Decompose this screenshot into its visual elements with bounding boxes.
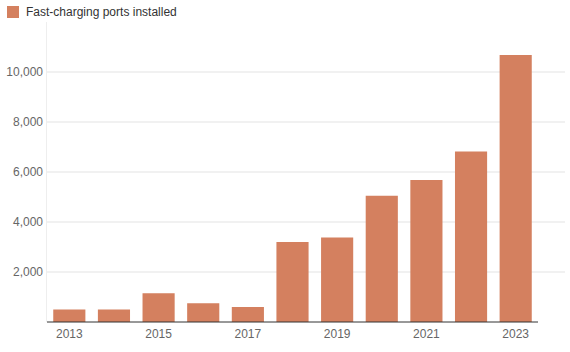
legend-label: Fast-charging ports installed	[26, 5, 177, 19]
bar	[410, 180, 442, 322]
y-tick-label: 10,000	[6, 65, 43, 79]
bar	[455, 152, 487, 323]
x-axis-line	[47, 322, 538, 323]
bar	[232, 307, 264, 322]
bar	[321, 238, 353, 323]
legend: Fast-charging ports installed	[7, 5, 177, 19]
bar	[500, 55, 532, 322]
grid-line	[47, 122, 565, 123]
x-tick-label: 2017	[235, 327, 262, 341]
grid-line	[47, 72, 565, 73]
x-tick-label: 2013	[56, 327, 83, 341]
bar	[98, 310, 130, 323]
x-tick-label: 2021	[413, 327, 440, 341]
y-tick-label: 2,000	[13, 265, 43, 279]
legend-swatch	[7, 6, 19, 18]
bar	[143, 293, 175, 322]
bar	[366, 196, 398, 322]
chart: 2,000 4,000 6,000 8,000 10,000 2013 2015 2017 20…	[0, 0, 570, 352]
x-tick-label: 2019	[324, 327, 351, 341]
x-tick-label: 2023	[502, 327, 529, 341]
y-tick-label: 4,000	[13, 215, 43, 229]
bar	[53, 310, 85, 323]
y-axis-line	[46, 22, 47, 322]
grid-line	[47, 172, 565, 173]
grid-line	[47, 222, 565, 223]
x-tick-label: 2015	[145, 327, 172, 341]
y-tick-label: 6,000	[13, 165, 43, 179]
bars	[53, 55, 532, 322]
bar	[187, 303, 219, 322]
bar	[276, 242, 308, 322]
y-tick-label: 8,000	[13, 115, 43, 129]
